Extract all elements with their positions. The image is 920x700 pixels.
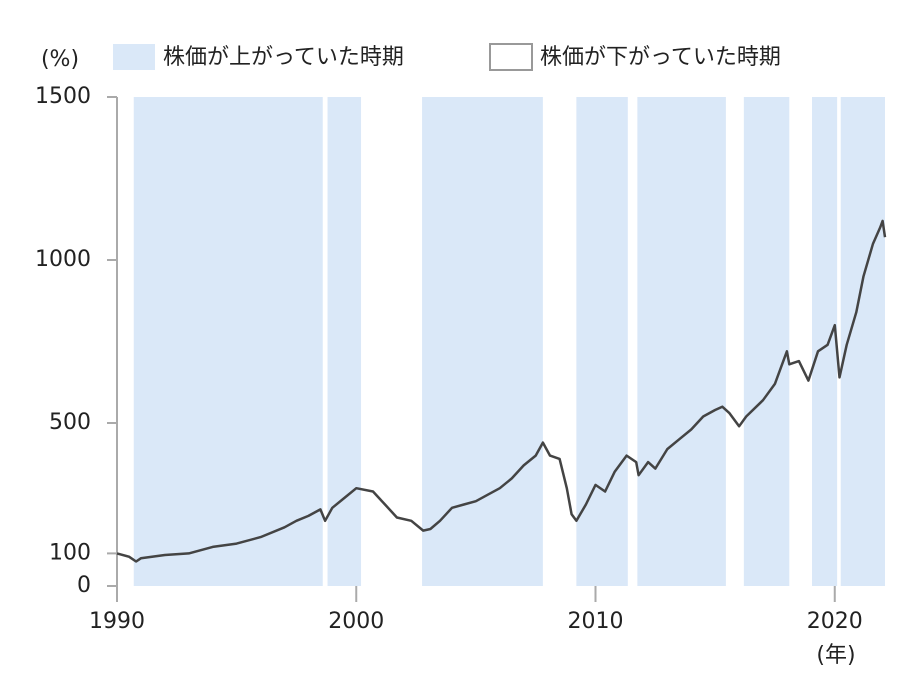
legend-label: 株価が下がっていた時期 xyxy=(540,45,781,70)
legend-swatch xyxy=(113,44,155,70)
rising-period xyxy=(637,97,726,586)
rising-period xyxy=(812,97,838,586)
x-tick-label: 2010 xyxy=(568,609,624,634)
rising-period xyxy=(133,97,323,586)
x-unit-label: (年) xyxy=(816,643,855,668)
x-tick-label: 2000 xyxy=(328,609,384,634)
index-line xyxy=(116,219,887,563)
legend-swatch xyxy=(489,43,533,71)
rising-period xyxy=(327,97,362,586)
y-tick-label: 1000 xyxy=(35,247,91,272)
y-unit-label: (%) xyxy=(41,47,79,72)
y-tick-label: 500 xyxy=(49,410,91,435)
x-tick-label: 1990 xyxy=(89,609,145,634)
y-tick-label: 1500 xyxy=(35,84,91,109)
rising-period xyxy=(743,97,790,586)
legend-label: 株価が上がっていた時期 xyxy=(163,45,404,70)
y-tick-label: 100 xyxy=(49,540,91,565)
x-tick-label: 2020 xyxy=(807,609,863,634)
rising-period xyxy=(422,97,543,586)
rising-period xyxy=(576,97,628,586)
y-tick-label: 0 xyxy=(77,573,91,598)
